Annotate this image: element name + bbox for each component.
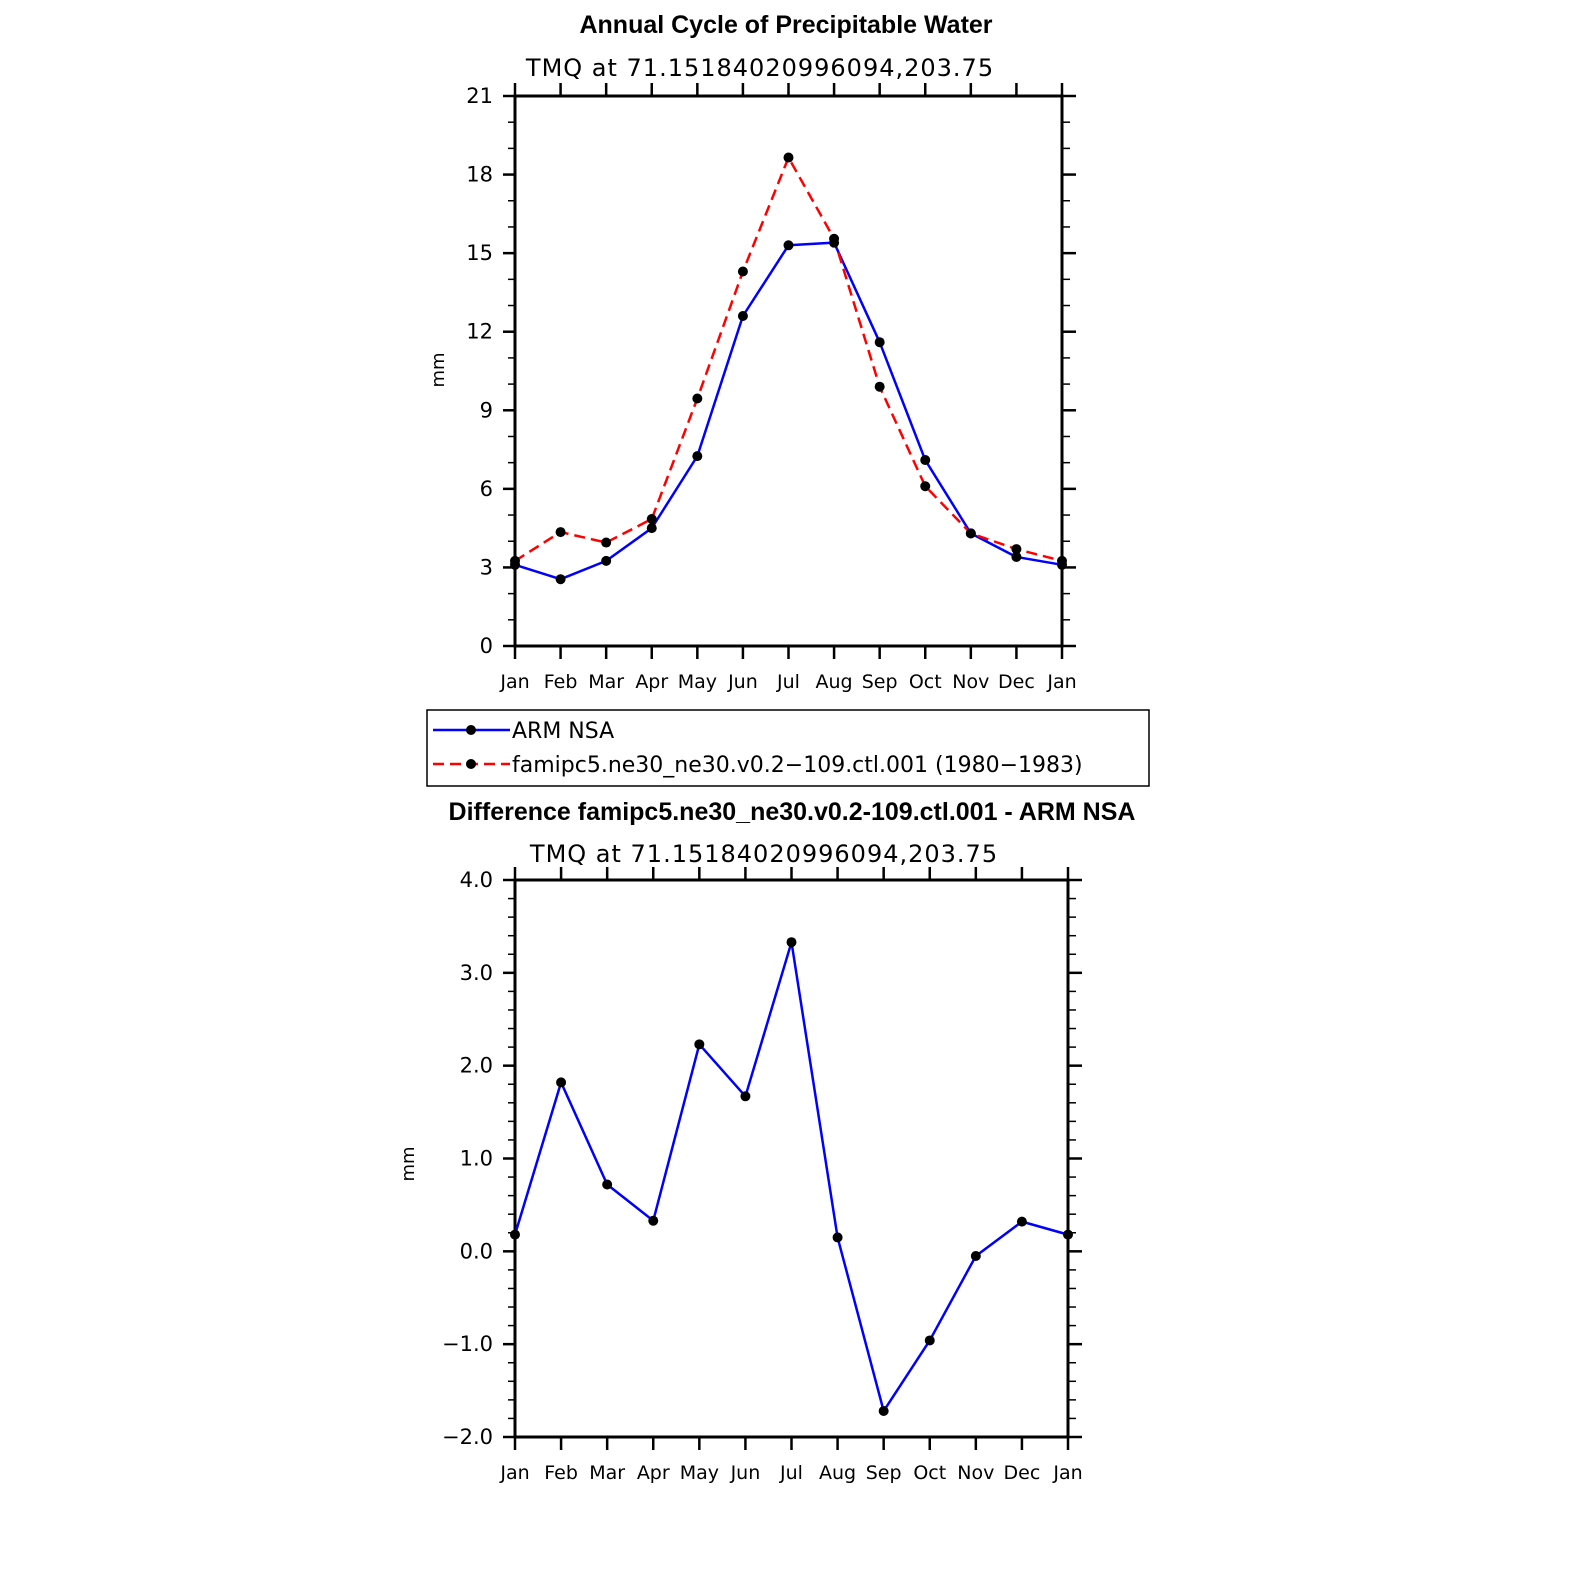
chart1-series-1-point bbox=[920, 481, 931, 492]
chart1-xtick-label: Nov bbox=[952, 671, 989, 693]
chart1-series-1-point bbox=[965, 528, 976, 539]
chart1-series-0-point bbox=[874, 337, 885, 348]
legend-marker-arm bbox=[466, 725, 476, 735]
chart1-subtitle: TMQ at 71.15184020996094,203.75 bbox=[525, 54, 994, 82]
chart1-xtick-label: Apr bbox=[635, 671, 668, 693]
chart1-xtick-label: Aug bbox=[816, 671, 853, 693]
chart1-ytick-label: 3 bbox=[480, 555, 493, 579]
chart1-series-1-point bbox=[601, 537, 612, 548]
chart2-xtick-label: May bbox=[680, 1462, 719, 1484]
chart1-series-1-point bbox=[510, 555, 520, 566]
legend-label-model: famipc5.ne30_ne30.v0.2−109.ctl.001 (1980… bbox=[512, 753, 1083, 778]
chart1-series-1-point bbox=[783, 152, 794, 163]
chart1-ytick-label: 9 bbox=[480, 398, 493, 422]
chart2-xtick-label: Sep bbox=[866, 1462, 902, 1484]
chart2-series-0-point bbox=[556, 1077, 567, 1088]
chart2-xtick-label: Jul bbox=[779, 1462, 803, 1484]
chart2-xtick-label: Aug bbox=[819, 1462, 856, 1484]
chart2-subtitle: TMQ at 71.15184020996094,203.75 bbox=[529, 840, 998, 868]
chart1-xtick-label: Oct bbox=[909, 671, 942, 693]
chart2-title: Difference famipc5.ne30_ne30.v0.2-109.ct… bbox=[449, 798, 1136, 826]
chart1-xtick-label: Jan bbox=[1046, 671, 1076, 693]
chart1-xtick-label: Sep bbox=[862, 671, 898, 693]
chart1-series-1-point bbox=[829, 233, 840, 244]
chart1-series-0-point bbox=[601, 555, 612, 566]
chart1-xtick-label: Jul bbox=[776, 671, 800, 693]
chart1-ytick-label: 6 bbox=[480, 477, 493, 501]
chart1-ylabel: mm bbox=[428, 352, 449, 387]
chart1-title: Annual Cycle of Precipitable Water bbox=[579, 11, 992, 39]
chart2-ytick-label: 2.0 bbox=[460, 1054, 493, 1078]
chart1-series-1-point bbox=[646, 513, 657, 524]
chart1-xtick-label: Feb bbox=[544, 671, 578, 693]
chart1-series-1-point bbox=[874, 381, 885, 392]
chart1-series-1-point bbox=[1057, 555, 1067, 566]
chart1-xtick-label: Mar bbox=[588, 671, 624, 693]
chart2-xtick-label: Oct bbox=[913, 1462, 946, 1484]
chart1-series-1-point bbox=[555, 527, 566, 538]
chart1-legend: ARM NSA famipc5.ne30_ne30.v0.2−109.ctl.0… bbox=[426, 709, 1150, 787]
chart2-ylabel: mm bbox=[398, 1146, 419, 1181]
chart2-xtick-label: Jun bbox=[730, 1462, 761, 1484]
chart1-xtick-label: May bbox=[678, 671, 717, 693]
chart2-ytick-label: 1.0 bbox=[460, 1147, 493, 1171]
chart1-xtick-label: Jan bbox=[499, 671, 529, 693]
chart1-xtick-label: Jun bbox=[727, 671, 758, 693]
chart2-xtick-label: Nov bbox=[957, 1462, 994, 1484]
chart2-ytick-label: 4.0 bbox=[460, 868, 493, 892]
chart1-ytick-label: 12 bbox=[466, 320, 493, 344]
chart2-ytick-label: 3.0 bbox=[460, 961, 493, 985]
chart2-xtick-label: Mar bbox=[589, 1462, 625, 1484]
chart2-ytick-label: 0.0 bbox=[460, 1239, 493, 1263]
chart1-series-1-point bbox=[737, 266, 748, 277]
chart1-series-0-point bbox=[920, 455, 931, 466]
chart2-xtick-label: Apr bbox=[637, 1462, 670, 1484]
chart1-series-0-point bbox=[1011, 551, 1022, 562]
chart2-plot: −2.0 −1.0 0.0 1.0 2.0 3.0 4.0 Jan Feb Mar Apr May Ju… bbox=[442, 867, 1083, 1484]
chart2-series-0-point bbox=[648, 1215, 659, 1226]
chart1-ytick-label: 15 bbox=[466, 241, 493, 265]
chart1-series-line-1 bbox=[514, 156, 1063, 563]
chart2-series-0-point bbox=[740, 1091, 751, 1102]
chart2-series-0-point bbox=[510, 1229, 520, 1240]
chart2-xtick-label: Jan bbox=[499, 1462, 529, 1484]
chart1-series-0-point bbox=[737, 311, 748, 321]
chart1-series-0-point bbox=[783, 240, 794, 251]
chart2-series-0-point bbox=[786, 937, 797, 948]
chart2-xtick-label: Jan bbox=[1052, 1462, 1082, 1484]
chart2-series-0-point bbox=[832, 1232, 843, 1243]
chart2-ytick-label: −1.0 bbox=[442, 1332, 493, 1356]
chart2-series-0-point bbox=[878, 1406, 889, 1417]
chart2-series-0-point bbox=[970, 1250, 981, 1261]
chart1-series-1-point bbox=[1011, 544, 1022, 555]
chart1-series-0-point bbox=[646, 523, 657, 534]
chart1-series-1-point bbox=[692, 393, 703, 404]
chart1-series-0-point bbox=[692, 451, 703, 462]
chart1-ytick-label: 21 bbox=[466, 84, 493, 108]
chart1-xtick-label: Dec bbox=[998, 671, 1035, 693]
legend-marker-model bbox=[466, 759, 476, 769]
chart1-series-line-0 bbox=[514, 241, 1063, 581]
chart1-ytick-label: 18 bbox=[466, 163, 493, 187]
chart1-series-0-point bbox=[555, 574, 566, 585]
chart2-series-0-point bbox=[924, 1335, 935, 1346]
chart1-plot: 0 3 6 9 12 15 18 21 Jan Feb Mar Apr May Jun Jul Aug Sep O… bbox=[466, 83, 1077, 693]
chart2-series-0-point bbox=[1016, 1216, 1027, 1227]
chart2-series-0-point bbox=[1063, 1229, 1073, 1240]
chart2-series-line-0 bbox=[513, 940, 1069, 1413]
legend-box bbox=[426, 709, 1150, 787]
chart2-xtick-label: Feb bbox=[544, 1462, 578, 1484]
chart2-series-0-point bbox=[602, 1179, 613, 1190]
chart2-series-0-point bbox=[694, 1039, 705, 1050]
chart1-ytick-label: 0 bbox=[480, 634, 493, 658]
legend-label-arm: ARM NSA bbox=[512, 719, 614, 744]
chart2-xtick-label: Dec bbox=[1004, 1462, 1041, 1484]
chart2-ytick-label: −2.0 bbox=[442, 1425, 493, 1449]
chart2-axes-frame bbox=[513, 878, 1070, 1439]
